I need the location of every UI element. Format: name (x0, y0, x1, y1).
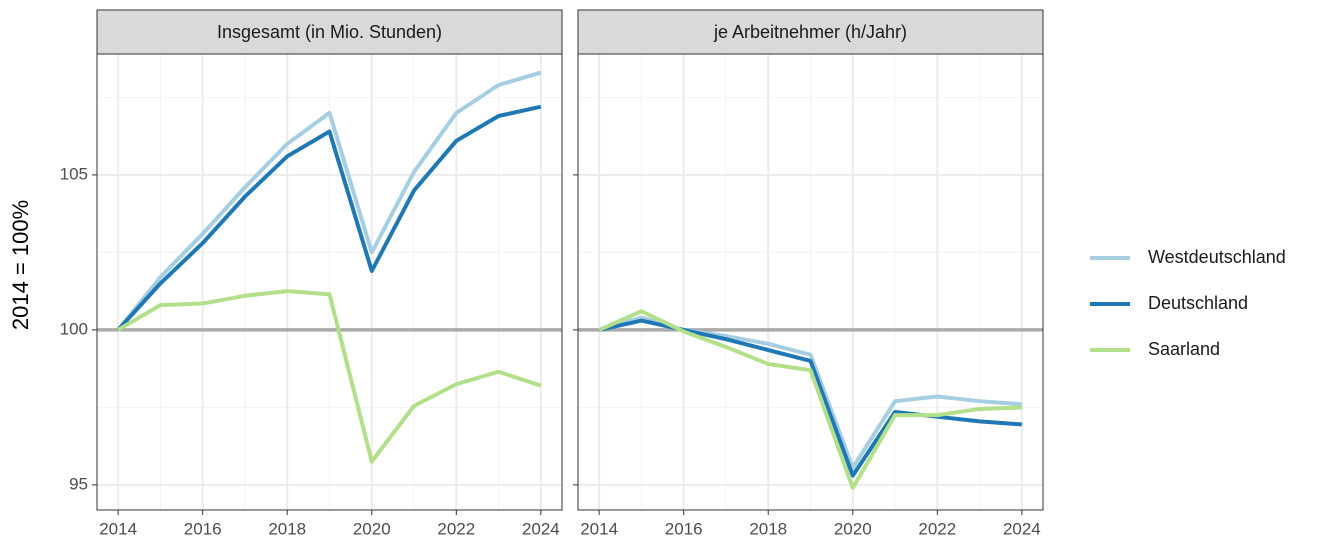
legend-label: Saarland (1148, 339, 1220, 359)
x-tick-label: 2014 (99, 519, 137, 538)
x-tick-label: 2014 (580, 519, 618, 538)
x-tick-label: 2018 (749, 519, 787, 538)
x-tick-label: 2024 (1003, 519, 1041, 538)
y-axis-title: 2014 = 100% (8, 200, 33, 330)
x-tick-label: 2022 (437, 519, 475, 538)
x-tick-label: 2024 (522, 519, 560, 538)
x-tick-label: 2020 (834, 519, 872, 538)
legend-label: Westdeutschland (1148, 247, 1286, 267)
strip-title: je Arbeitnehmer (h/Jahr) (713, 22, 907, 42)
x-tick-label: 2016 (665, 519, 703, 538)
series-line (116, 70, 542, 332)
panel-border (577, 53, 1044, 511)
legend-label: Deutschland (1148, 293, 1248, 313)
strip (96, 9, 563, 55)
y-tick-label: 100 (60, 319, 88, 338)
x-tick-label: 2020 (353, 519, 391, 538)
y-tick-label: 105 (60, 164, 88, 183)
y-tick-label: 95 (69, 474, 88, 493)
x-tick-label: 2022 (918, 519, 956, 538)
series-line (116, 104, 542, 332)
strip-title: Insgesamt (in Mio. Stunden) (217, 22, 442, 42)
x-tick-label: 2018 (268, 519, 306, 538)
panel-border (96, 53, 563, 511)
x-tick-label: 2016 (184, 519, 222, 538)
strip (577, 9, 1044, 55)
series-line (598, 309, 1022, 490)
series-line (117, 289, 542, 464)
